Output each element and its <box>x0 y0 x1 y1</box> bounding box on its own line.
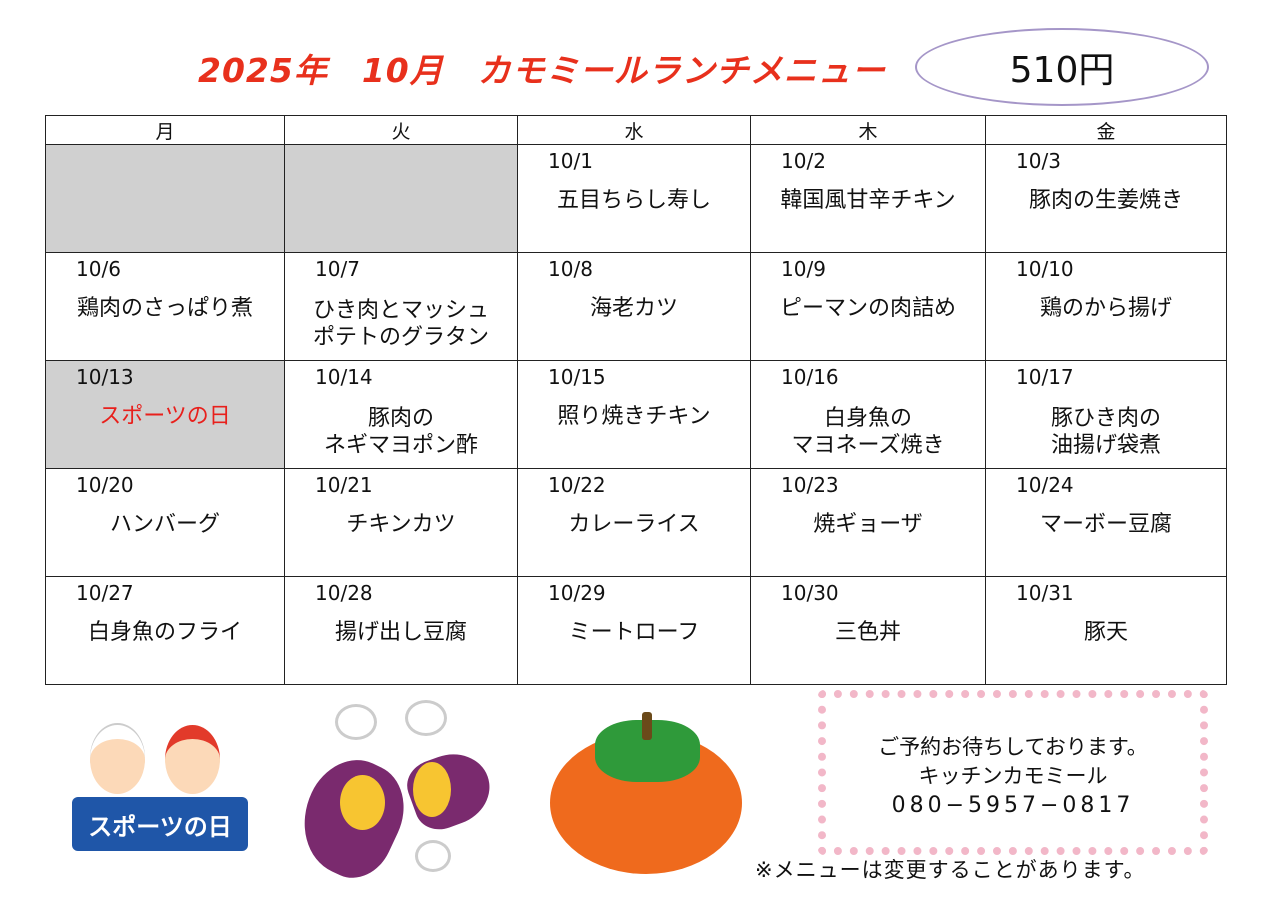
sports-day-sign: スポーツの日 <box>72 797 248 851</box>
day-cell: 10/22 カレーライス <box>517 468 751 577</box>
day-cell <box>45 144 285 253</box>
day-cell: 10/30 三色丼 <box>750 576 986 685</box>
notice-frame <box>818 690 1208 855</box>
day-cell: 10/20 ハンバーグ <box>45 468 285 577</box>
reservation-notice: ご予約お待ちしております。 キッチンカモミール 080−5957−0817 <box>818 733 1208 820</box>
day-date: 10/23 <box>781 473 839 497</box>
day-cell: 10/24 マーボー豆腐 <box>985 468 1227 577</box>
day-date: 10/15 <box>548 365 606 389</box>
price-label: 510円 <box>1009 50 1115 91</box>
day-date: 10/16 <box>781 365 839 389</box>
weekday-header: 火 <box>284 115 518 145</box>
day-cell: 10/29 ミートローフ <box>517 576 751 685</box>
persimmon-illustration <box>550 712 745 877</box>
dish-name: ハンバーグ <box>109 512 220 537</box>
phone-number: 080−5957−0817 <box>891 793 1135 818</box>
sweet-potato-illustration <box>285 700 500 890</box>
weekday-header: 金 <box>985 115 1227 145</box>
day-cell: 10/13 スポーツの日 <box>45 360 285 469</box>
day-cell: 10/16 白身魚の マヨネーズ焼き <box>750 360 986 469</box>
day-date: 10/17 <box>1016 365 1074 389</box>
day-date: 10/24 <box>1016 473 1074 497</box>
day-date: 10/21 <box>315 473 373 497</box>
dish-name: ピーマンの肉詰め <box>779 296 956 321</box>
day-cell: 10/14 豚肉の ネギマヨポン酢 <box>284 360 518 469</box>
day-cell: 10/27 白身魚のフライ <box>45 576 285 685</box>
day-cell: 10/2 韓国風甘辛チキン <box>750 144 986 253</box>
day-cell: 10/8 海老カツ <box>517 252 751 361</box>
dish-name: 白身魚の マヨネーズ焼き <box>791 406 945 458</box>
dish-name: 豚ひき肉の 油揚げ袋煮 <box>1050 406 1161 458</box>
day-date: 10/30 <box>781 581 839 605</box>
dish-name: 揚げ出し豆腐 <box>334 620 467 645</box>
dish-name: スポーツの日 <box>99 404 231 429</box>
dish-name: 焼ギョーザ <box>813 512 923 537</box>
reservation-message: ご予約お待ちしております。 <box>878 735 1148 759</box>
dish-name: 鶏肉のさっぱり煮 <box>76 296 253 321</box>
dish-name: 鶏のから揚げ <box>1039 296 1172 321</box>
day-cell: 10/23 焼ギョーザ <box>750 468 986 577</box>
dish-name: 豚肉の ネギマヨポン酢 <box>323 406 478 458</box>
week-row: 10/27 白身魚のフライ 10/28 揚げ出し豆腐 10/29 ミートローフ 10/30 三… <box>45 576 1227 685</box>
day-date: 10/7 <box>315 257 360 281</box>
weekday-header: 木 <box>750 115 986 145</box>
day-date: 10/14 <box>315 365 373 389</box>
day-date: 10/8 <box>548 257 593 281</box>
dish-name: 豚肉の生姜焼き <box>1028 188 1183 213</box>
dish-name: 照り焼きチキン <box>557 404 711 429</box>
day-cell: 10/15 照り焼きチキン <box>517 360 751 469</box>
menu-calendar: 月火水木金 10/1 五目ちらし寿し 10/2 韓国風甘辛チキン 10/3 豚肉の生姜焼き… <box>45 115 1227 685</box>
day-date: 10/31 <box>1016 581 1074 605</box>
week-row: 10/1 五目ちらし寿し 10/2 韓国風甘辛チキン 10/3 豚肉の生姜焼き <box>45 144 1227 253</box>
day-date: 10/9 <box>781 257 826 281</box>
day-cell: 10/21 チキンカツ <box>284 468 518 577</box>
page-title: 2025年 10月 カモミールランチメニュー <box>198 51 886 90</box>
weekday-header: 月 <box>45 115 285 145</box>
dish-name: チキンカツ <box>346 512 456 537</box>
day-cell: 10/1 五目ちらし寿し <box>517 144 751 253</box>
dish-name: カレーライス <box>568 512 700 537</box>
day-cell: 10/10 鶏のから揚げ <box>985 252 1227 361</box>
week-row: 10/20 ハンバーグ 10/21 チキンカツ 10/22 カレーライス 10/23 焼ギョー… <box>45 468 1227 577</box>
dish-name: マーボー豆腐 <box>1039 512 1172 537</box>
dish-name: 海老カツ <box>589 296 678 321</box>
sports-day-illustration: スポーツの日 <box>70 715 250 855</box>
day-cell: 10/7 ひき肉とマッシュ ポテトのグラタン <box>284 252 518 361</box>
dish-name: ひき肉とマッシュ ポテトのグラタン <box>312 298 489 350</box>
day-cell: 10/31 豚天 <box>985 576 1227 685</box>
week-row: 10/6 鶏肉のさっぱり煮 10/7 ひき肉とマッシュ ポテトのグラタン 10/8 海老カ… <box>45 252 1227 361</box>
day-cell: 10/17 豚ひき肉の 油揚げ袋煮 <box>985 360 1227 469</box>
shop-name: キッチンカモミール <box>918 764 1108 788</box>
day-date: 10/29 <box>548 581 606 605</box>
dish-name: 韓国風甘辛チキン <box>780 188 956 213</box>
menu-change-notice: ※メニューは変更することがあります。 <box>755 858 1146 882</box>
day-cell: 10/28 揚げ出し豆腐 <box>284 576 518 685</box>
day-date: 10/20 <box>76 473 134 497</box>
dish-name: 豚天 <box>1083 620 1128 645</box>
day-date: 10/28 <box>315 581 373 605</box>
day-date: 10/13 <box>76 365 134 389</box>
weekday-header: 水 <box>517 115 751 145</box>
day-cell: 10/9 ピーマンの肉詰め <box>750 252 986 361</box>
dish-name: 三色丼 <box>834 620 901 645</box>
price-badge: 510円 <box>915 28 1209 106</box>
day-date: 10/22 <box>548 473 606 497</box>
dish-name: 五目ちらし寿し <box>556 188 711 213</box>
day-cell: 10/3 豚肉の生姜焼き <box>985 144 1227 253</box>
day-cell: 10/6 鶏肉のさっぱり煮 <box>45 252 285 361</box>
day-date: 10/6 <box>76 257 121 281</box>
dish-name: ミートローフ <box>568 620 700 645</box>
dish-name: 白身魚のフライ <box>87 620 242 645</box>
day-date: 10/3 <box>1016 149 1061 173</box>
day-date: 10/1 <box>548 149 593 173</box>
day-cell <box>284 144 518 253</box>
week-row: 10/13 スポーツの日 10/14 豚肉の ネギマヨポン酢 10/15 照り焼きチキン 1… <box>45 360 1227 469</box>
day-date: 10/27 <box>76 581 134 605</box>
day-date: 10/2 <box>781 149 826 173</box>
day-date: 10/10 <box>1016 257 1074 281</box>
